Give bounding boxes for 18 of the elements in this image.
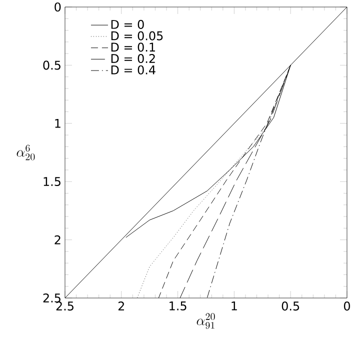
y-tick-label: 1 (55, 119, 60, 128)
y-axis-title: $\alpha^{6}_{20}$ (16, 144, 35, 160)
y-tick-label: 2.5 (43, 293, 60, 303)
y-tick-label: 1.5 (44, 177, 60, 186)
legend-label: D = 0.4 (111, 65, 156, 74)
x-tick-label: 0 (344, 302, 350, 311)
legend-label: D = 0.1 (111, 42, 155, 52)
x-tick-label: 1.5 (170, 302, 186, 310)
y-tick-label: 0.5 (43, 60, 60, 70)
x-tick-label: 0.5 (282, 302, 300, 311)
legend-label: D = 0.05 (111, 31, 163, 40)
legend-label: D = 0 (111, 20, 144, 29)
y-tick-label: 0 (54, 2, 61, 12)
x-axis-title: $\alpha^{20}_{91}$ (196, 313, 215, 329)
x-tick-label: 1 (232, 302, 237, 310)
x-tick-label: 2 (118, 302, 124, 310)
legend-label: D = 0.2 (111, 54, 155, 64)
y-tick-label: 2 (54, 235, 60, 244)
